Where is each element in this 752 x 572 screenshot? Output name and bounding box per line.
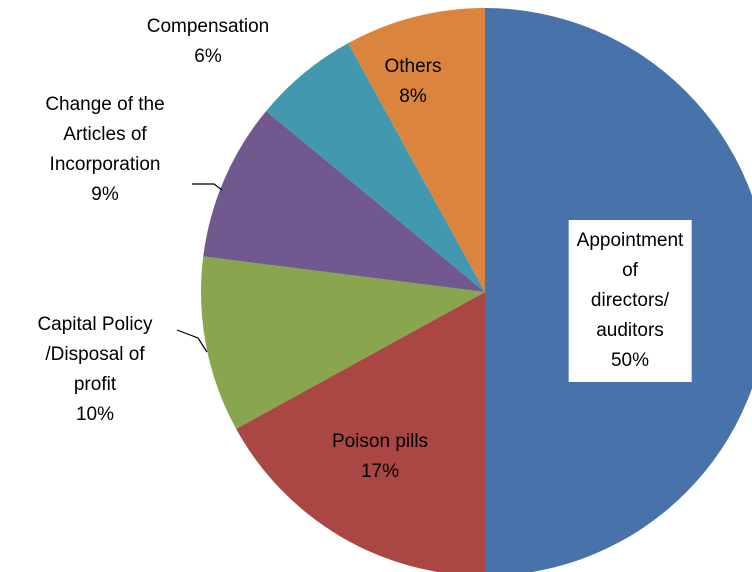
value-label: 9% bbox=[91, 184, 119, 205]
category-label: Compensation bbox=[146, 16, 270, 37]
slice-label: Change of the Articles of Incorporation 9… bbox=[45, 90, 164, 210]
slice-label: Poison pills 17% bbox=[332, 427, 428, 487]
category-label: Appointment of directors/ auditors bbox=[576, 230, 684, 341]
category-label: Others bbox=[384, 56, 442, 77]
pie-slice bbox=[236, 292, 485, 572]
leader-line bbox=[176, 329, 208, 353]
category-label: Change of the Articles of Incorporation bbox=[45, 94, 165, 175]
value-label: 8% bbox=[399, 86, 427, 107]
pie-slice bbox=[348, 8, 485, 292]
pie-slice bbox=[201, 256, 485, 429]
value-label: 10% bbox=[75, 404, 115, 425]
value-label: 17% bbox=[360, 461, 400, 482]
value-label: 50% bbox=[610, 350, 650, 371]
slice-label: Others 8% bbox=[384, 52, 441, 112]
slice-label: Capital Policy /Disposal of profit 10% bbox=[37, 310, 152, 430]
category-label: Capital Policy /Disposal of profit bbox=[37, 314, 153, 395]
leader-line bbox=[192, 183, 223, 191]
pie-slice bbox=[203, 110, 485, 292]
slice-label: Appointment of directors/ auditors 50% bbox=[568, 220, 692, 382]
pie-slice bbox=[266, 43, 485, 292]
value-label: 6% bbox=[194, 46, 222, 67]
slice-label: Compensation 6% bbox=[147, 12, 270, 72]
category-label: Poison pills bbox=[331, 431, 429, 452]
